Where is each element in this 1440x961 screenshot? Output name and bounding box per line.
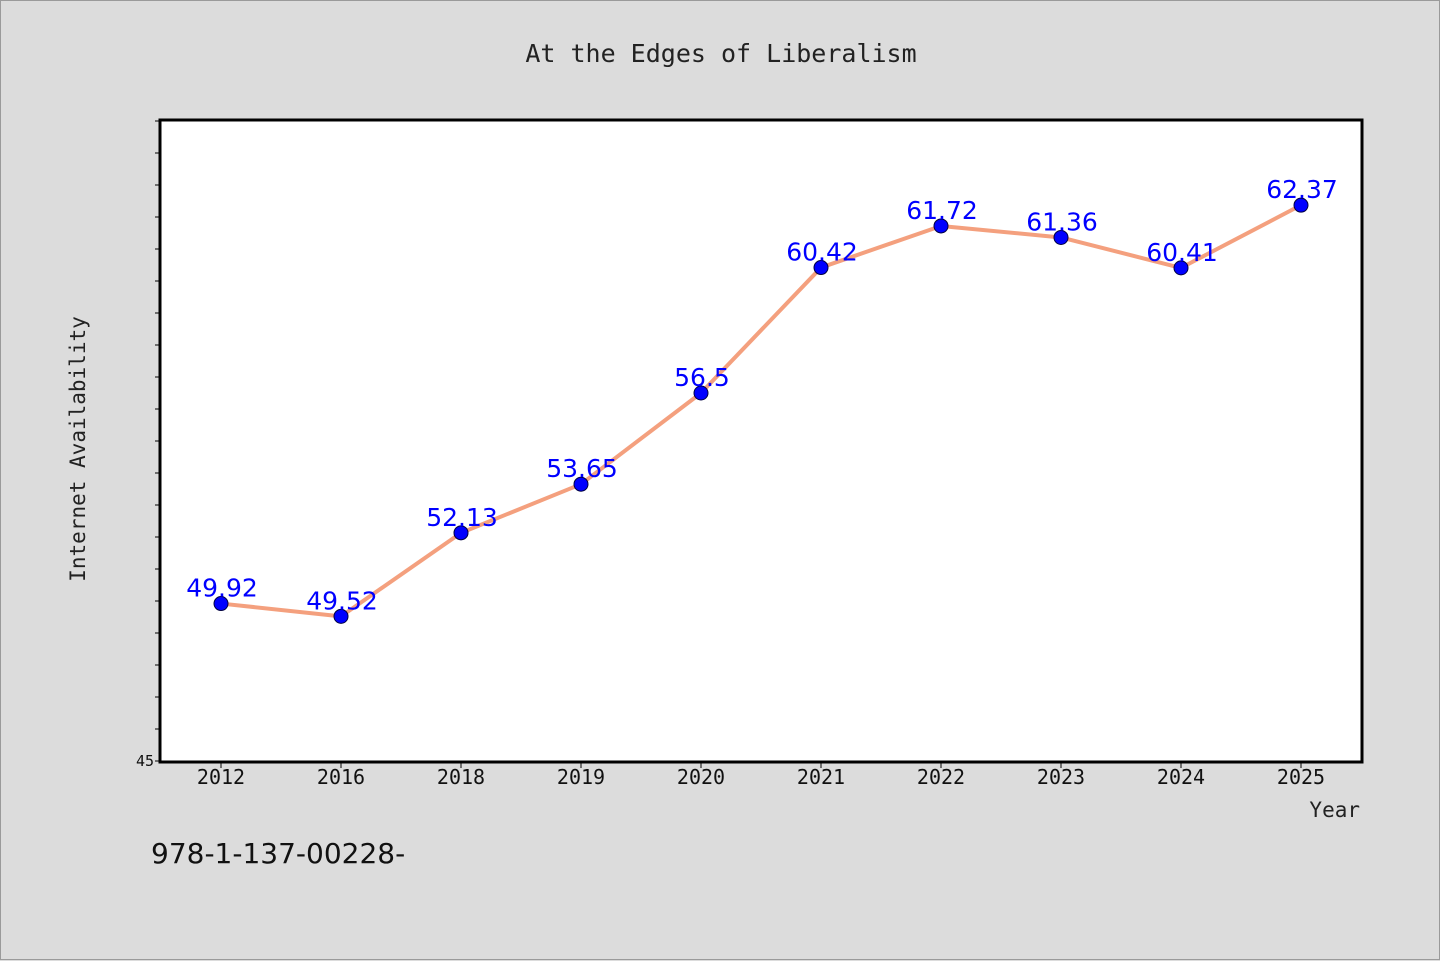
- data-point: [453, 525, 469, 541]
- y-axis-ticks: 45: [136, 120, 161, 770]
- x-tick-label: 2020: [677, 765, 725, 789]
- plot-area: [158, 118, 1364, 764]
- data-point: [1293, 197, 1309, 213]
- data-point: [693, 385, 709, 401]
- data-point: [333, 608, 349, 624]
- x-tick-label: 2016: [317, 765, 365, 789]
- x-axis-ticks: 2012 2016 2018 2019 2020 2021 2022 2023 2024 2025: [197, 761, 1325, 789]
- x-tick-label: 2018: [437, 765, 485, 789]
- y-tick-label: 45: [136, 752, 154, 770]
- x-tick-label: 2021: [797, 765, 845, 789]
- data-point: [573, 476, 589, 492]
- x-tick-label: 2025: [1277, 765, 1325, 789]
- series-line: [219, 203, 1303, 619]
- y-axis-title: Internet Availability: [66, 316, 90, 582]
- data-label: 52.13: [426, 503, 498, 532]
- data-label: 60.42: [786, 238, 858, 267]
- x-tick-label: 2019: [557, 765, 605, 789]
- data-point: [213, 596, 229, 612]
- x-axis-title: Year: [1309, 798, 1360, 822]
- x-tick-label: 2022: [917, 765, 965, 789]
- data-label: 60.41: [1146, 238, 1218, 267]
- data-label: 49.52: [306, 586, 378, 615]
- data-label: 61.36: [1026, 207, 1098, 236]
- data-label: 61.72: [906, 196, 978, 225]
- data-label: 56.5: [674, 363, 730, 392]
- data-point: [813, 260, 829, 276]
- chart-title: At the Edges of Liberalism: [525, 39, 916, 68]
- data-point: [1173, 260, 1189, 276]
- data-label: 53.65: [546, 454, 618, 483]
- data-label: 49.92: [186, 574, 258, 603]
- data-label: 62.37: [1266, 175, 1338, 204]
- x-tick-label: 2023: [1037, 765, 1085, 789]
- data-labels: 49.92 49.52 52.13 53.65 56.5 60.42 61.72 61.36 6…: [186, 175, 1338, 615]
- x-tick-label: 2024: [1157, 765, 1205, 789]
- series-markers: [213, 197, 1309, 624]
- data-point: [933, 218, 949, 234]
- x-tick-label: 2012: [197, 765, 245, 789]
- data-point: [1053, 229, 1069, 245]
- footer-text: 978-1-137-00228-: [151, 837, 405, 870]
